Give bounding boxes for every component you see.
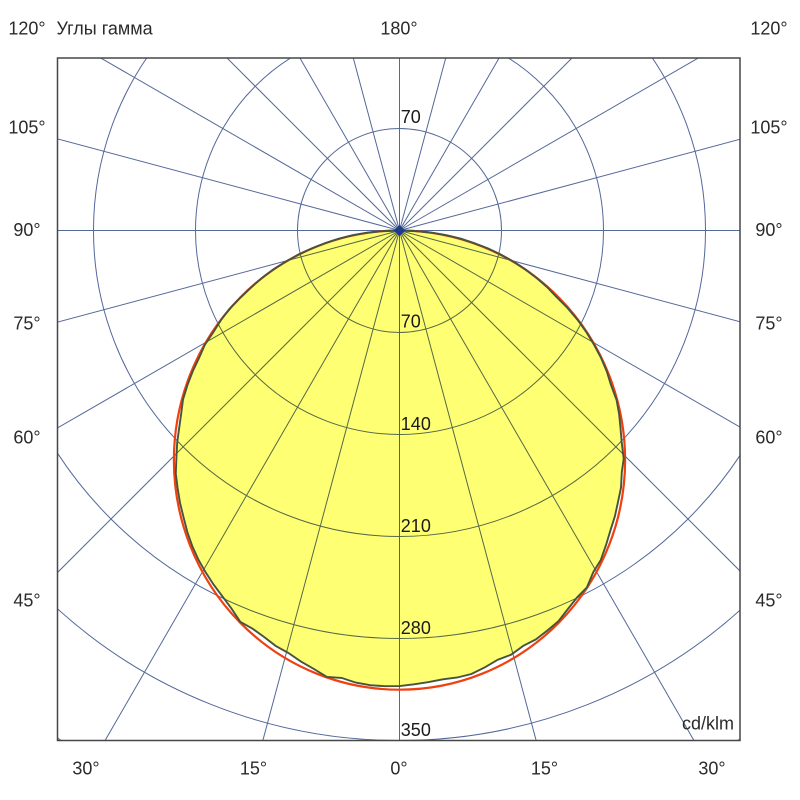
svg-text:70: 70 bbox=[401, 107, 421, 127]
svg-text:0°: 0° bbox=[390, 759, 407, 779]
svg-text:105°: 105° bbox=[750, 118, 787, 138]
svg-text:45°: 45° bbox=[13, 591, 40, 611]
svg-text:75°: 75° bbox=[13, 314, 40, 334]
svg-text:120°: 120° bbox=[8, 19, 45, 39]
svg-text:cd/klm: cd/klm bbox=[682, 714, 734, 734]
svg-text:75°: 75° bbox=[755, 314, 782, 334]
svg-text:350: 350 bbox=[401, 720, 431, 740]
svg-text:280: 280 bbox=[401, 618, 431, 638]
svg-text:60°: 60° bbox=[755, 428, 782, 448]
svg-text:90°: 90° bbox=[755, 220, 782, 240]
svg-text:30°: 30° bbox=[72, 759, 99, 779]
svg-text:15°: 15° bbox=[240, 759, 267, 779]
svg-text:180°: 180° bbox=[380, 19, 417, 39]
svg-text:120°: 120° bbox=[750, 19, 787, 39]
svg-text:140: 140 bbox=[401, 414, 431, 434]
svg-text:60°: 60° bbox=[13, 428, 40, 448]
svg-text:Углы гамма: Углы гамма bbox=[57, 19, 154, 39]
svg-text:70: 70 bbox=[401, 312, 421, 332]
svg-text:15°: 15° bbox=[531, 759, 558, 779]
svg-text:210: 210 bbox=[401, 516, 431, 536]
svg-text:45°: 45° bbox=[755, 591, 782, 611]
svg-text:105°: 105° bbox=[8, 118, 45, 138]
svg-text:30°: 30° bbox=[698, 759, 725, 779]
svg-text:90°: 90° bbox=[13, 220, 40, 240]
